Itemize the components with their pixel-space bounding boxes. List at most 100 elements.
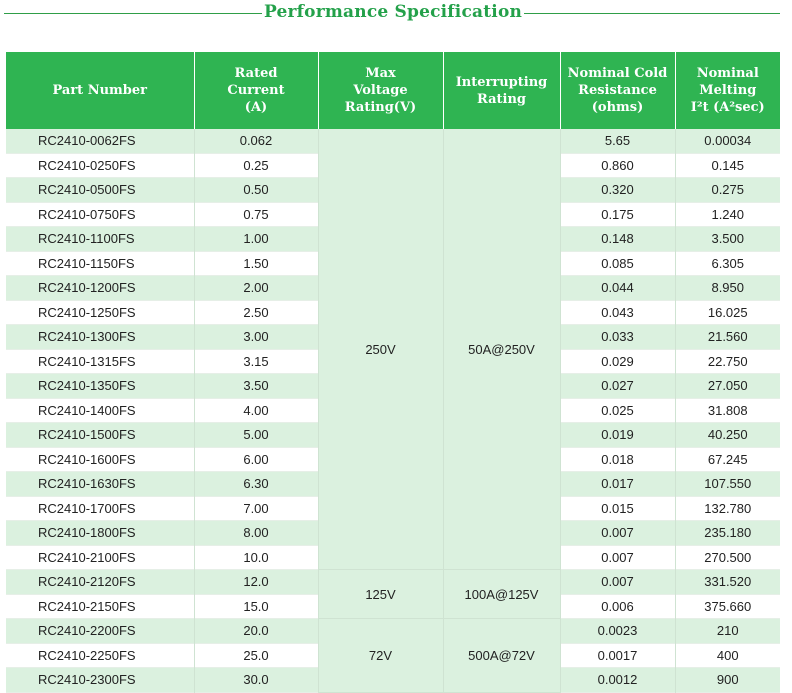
rated-current-cell: 0.75 <box>194 202 319 227</box>
rated-current-cell: 15.0 <box>194 594 319 619</box>
melting-cell: 400 <box>675 643 780 668</box>
rated-current-cell: 25.0 <box>194 643 319 668</box>
cold-resistance-cell: 0.007 <box>560 569 676 594</box>
melting-cell: 0.145 <box>675 153 780 178</box>
cold-resistance-cell: 0.085 <box>560 251 676 276</box>
melting-cell: 0.00034 <box>675 129 780 153</box>
rated-current-cell: 0.25 <box>194 153 319 178</box>
melting-cell: 107.550 <box>675 471 780 496</box>
cold-resistance-cell: 0.860 <box>560 153 676 178</box>
rated-current-cell: 3.15 <box>194 349 319 374</box>
part-number-cell: RC2410-1200FS <box>6 275 195 300</box>
table-row: RC2410-1350FS 3.50 0.027 27.050 <box>6 373 780 398</box>
cold-resistance-cell: 0.175 <box>560 202 676 227</box>
title-rule-right <box>524 13 780 14</box>
header-max-voltage: Max Voltage Rating(V) <box>318 52 444 129</box>
table-row: RC2410-1800FS 8.00 0.007 235.180 <box>6 520 780 545</box>
header-cold-resistance: Nominal Cold Resistance (ohms) <box>560 52 676 129</box>
rated-current-cell: 1.50 <box>194 251 319 276</box>
part-number-cell: RC2410-2250FS <box>6 643 195 668</box>
part-number-cell: RC2410-1600FS <box>6 447 195 472</box>
melting-cell: 22.750 <box>675 349 780 374</box>
melting-cell: 0.275 <box>675 177 780 202</box>
rated-current-cell: 12.0 <box>194 569 319 594</box>
part-number-cell: RC2410-1300FS <box>6 324 195 349</box>
rated-current-cell: 0.50 <box>194 177 319 202</box>
part-number-cell: RC2410-1400FS <box>6 398 195 423</box>
rated-current-cell: 1.00 <box>194 226 319 251</box>
voltage-cell: 250V <box>318 129 444 570</box>
rated-current-cell: 5.00 <box>194 422 319 447</box>
cold-resistance-cell: 0.320 <box>560 177 676 202</box>
cold-resistance-cell: 0.007 <box>560 520 676 545</box>
cold-resistance-cell: 0.015 <box>560 496 676 521</box>
melting-cell: 21.560 <box>675 324 780 349</box>
table-row: RC2410-0250FS 0.25 0.860 0.145 <box>6 153 780 178</box>
melting-cell: 132.780 <box>675 496 780 521</box>
cold-resistance-cell: 0.033 <box>560 324 676 349</box>
header-rated-current: Rated Current (A) <box>194 52 319 129</box>
part-number-cell: RC2410-1500FS <box>6 422 195 447</box>
melting-cell: 210 <box>675 618 780 643</box>
table-row: RC2410-1250FS 2.50 0.043 16.025 <box>6 300 780 325</box>
cold-resistance-cell: 0.007 <box>560 545 676 570</box>
rated-current-cell: 20.0 <box>194 618 319 643</box>
melting-cell: 1.240 <box>675 202 780 227</box>
voltage-cell: 72V <box>318 618 444 693</box>
part-number-cell: RC2410-0750FS <box>6 202 195 227</box>
cold-resistance-cell: 0.148 <box>560 226 676 251</box>
part-number-cell: RC2410-1100FS <box>6 226 195 251</box>
rated-current-cell: 30.0 <box>194 667 319 692</box>
cold-resistance-cell: 0.0023 <box>560 618 676 643</box>
table-row: RC2410-1300FS 3.00 0.033 21.560 <box>6 324 780 349</box>
melting-cell: 900 <box>675 667 780 692</box>
melting-cell: 6.305 <box>675 251 780 276</box>
cold-resistance-cell: 0.018 <box>560 447 676 472</box>
part-number-cell: RC2410-1350FS <box>6 373 195 398</box>
melting-cell: 270.500 <box>675 545 780 570</box>
cold-resistance-cell: 0.0012 <box>560 667 676 692</box>
melting-cell: 67.245 <box>675 447 780 472</box>
cold-resistance-cell: 0.044 <box>560 275 676 300</box>
cold-resistance-cell: 5.65 <box>560 129 676 153</box>
header-part-number: Part Number <box>6 52 195 129</box>
rated-current-cell: 8.00 <box>194 520 319 545</box>
table-row: RC2410-2200FS 20.0 72V 500A@72V 0.0023 210 <box>6 618 780 693</box>
cold-resistance-cell: 0.029 <box>560 349 676 374</box>
cold-resistance-cell: 0.017 <box>560 471 676 496</box>
melting-cell: 8.950 <box>675 275 780 300</box>
rated-current-cell: 10.0 <box>194 545 319 570</box>
cold-resistance-cell: 0.019 <box>560 422 676 447</box>
rated-current-cell: 6.30 <box>194 471 319 496</box>
interrupt-cell: 100A@125V <box>443 569 561 619</box>
header-interrupting-rating: Interrupting Rating <box>443 52 561 129</box>
table-row: RC2410-1150FS 1.50 0.085 6.305 <box>6 251 780 276</box>
part-number-cell: RC2410-1250FS <box>6 300 195 325</box>
rated-current-cell: 3.50 <box>194 373 319 398</box>
rated-current-cell: 2.50 <box>194 300 319 325</box>
part-number-cell: RC2410-2150FS <box>6 594 195 619</box>
melting-cell: 331.520 <box>675 569 780 594</box>
voltage-cell: 125V <box>318 569 444 619</box>
melting-cell: 375.660 <box>675 594 780 619</box>
rated-current-cell: 6.00 <box>194 447 319 472</box>
part-number-cell: RC2410-1800FS <box>6 520 195 545</box>
part-number-cell: RC2410-2300FS <box>6 667 195 692</box>
table-header-row: Part Number Rated Current (A) Max Voltag… <box>6 52 780 129</box>
melting-cell: 235.180 <box>675 520 780 545</box>
performance-spec-table: Part Number Rated Current (A) Max Voltag… <box>6 52 780 693</box>
melting-cell: 16.025 <box>675 300 780 325</box>
cold-resistance-cell: 0.006 <box>560 594 676 619</box>
part-number-cell: RC2410-2100FS <box>6 545 195 570</box>
part-number-cell: RC2410-1630FS <box>6 471 195 496</box>
page-title: Performance Specification <box>263 2 523 22</box>
melting-cell: 31.808 <box>675 398 780 423</box>
table-row: RC2410-1630FS 6.30 0.017 107.550 <box>6 471 780 496</box>
part-number-cell: RC2410-1700FS <box>6 496 195 521</box>
part-number-cell: RC2410-0250FS <box>6 153 195 178</box>
header-melting: Nominal Melting I²t (A²sec) <box>675 52 780 129</box>
cold-resistance-cell: 0.0017 <box>560 643 676 668</box>
melting-cell: 27.050 <box>675 373 780 398</box>
table-row: RC2410-1400FS 4.00 0.025 31.808 <box>6 398 780 423</box>
rated-current-cell: 2.00 <box>194 275 319 300</box>
